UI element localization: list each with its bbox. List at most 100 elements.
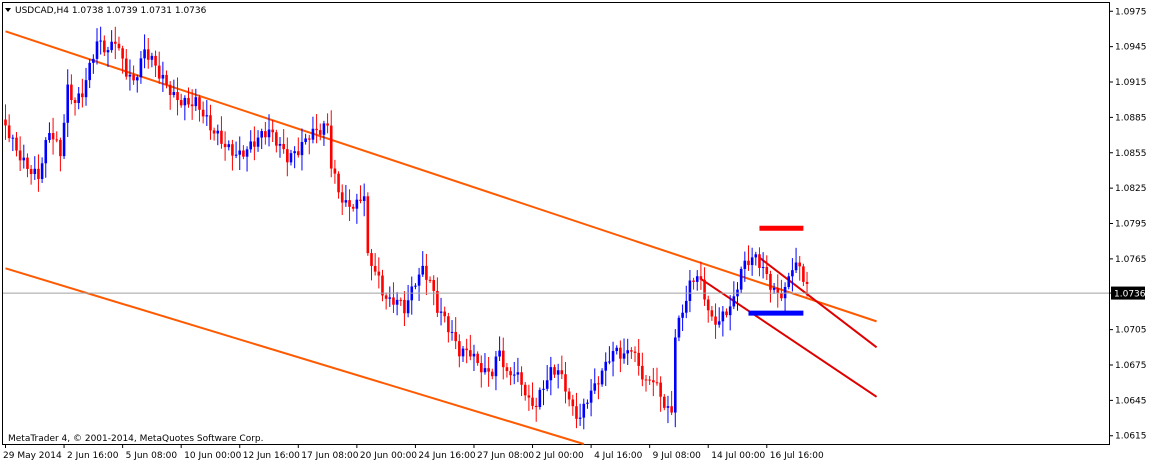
candle-body	[333, 168, 337, 174]
candle-body	[95, 41, 99, 59]
candle	[124, 49, 128, 80]
candle	[699, 261, 703, 290]
candle-body	[754, 254, 758, 258]
candle	[384, 292, 388, 310]
candle	[322, 120, 326, 146]
candle	[458, 334, 461, 368]
candle-body	[315, 128, 318, 131]
candle-body	[692, 280, 695, 282]
candle-body	[267, 129, 271, 138]
candle-body	[414, 285, 417, 287]
candle	[110, 30, 113, 53]
candle-body	[362, 196, 366, 201]
candle	[165, 70, 168, 89]
time-tick-label: 17 Jun 08:00	[301, 451, 358, 461]
candle	[183, 95, 187, 121]
candle-body	[425, 265, 428, 280]
candle-body	[666, 406, 670, 408]
candle	[725, 308, 728, 318]
candle	[161, 61, 165, 92]
candle-body	[198, 97, 201, 110]
candle-body	[677, 317, 681, 338]
candle-body	[483, 368, 487, 373]
candle	[641, 352, 644, 387]
trendline-channel-lower[interactable]	[5, 267, 585, 445]
candle-body	[447, 316, 450, 333]
candle	[487, 357, 490, 387]
candle	[549, 356, 553, 396]
candle-body	[165, 74, 168, 85]
plot-area[interactable]	[2, 2, 1110, 445]
candle-body	[586, 402, 589, 404]
candle	[242, 145, 245, 160]
candle-body	[340, 192, 344, 203]
candle-body	[55, 139, 59, 141]
candle	[106, 46, 110, 67]
candle-body	[157, 65, 161, 79]
candle-body	[256, 137, 260, 147]
candle	[70, 74, 73, 105]
trendline-inner-upper[interactable]	[758, 256, 878, 349]
candle	[721, 306, 725, 337]
candle	[560, 355, 564, 379]
candle-body	[293, 151, 296, 154]
candle-body	[29, 168, 33, 175]
candle	[212, 127, 216, 141]
candle	[520, 366, 523, 397]
candle-body	[622, 353, 626, 359]
candle-body	[201, 109, 205, 117]
candle	[139, 51, 143, 84]
time-tick-label: 20 Jun 00:00	[360, 451, 417, 461]
price-tick-label: 1.0795	[1115, 220, 1147, 230]
candle-body	[370, 253, 373, 266]
candle	[22, 144, 26, 169]
candle	[794, 247, 798, 274]
time-axis[interactable]: 29 May 2014 2 Jun 16:00 5 Jun 08:00 10 Jun …	[3, 444, 824, 461]
copyright-text: MetaTrader 4, © 2001-2014, MetaQuotes So…	[8, 434, 264, 444]
candle	[135, 74, 139, 93]
candle-body	[791, 270, 794, 277]
candle-body	[450, 331, 454, 333]
candle-body	[765, 267, 769, 275]
candle	[99, 26, 102, 55]
candle	[538, 387, 542, 410]
candle-body	[717, 321, 721, 325]
dropdown-arrow-icon[interactable]	[5, 8, 11, 12]
candle	[501, 337, 505, 380]
candle-body	[37, 168, 40, 180]
candle	[227, 140, 231, 151]
candle-body	[637, 352, 640, 366]
candle-body	[417, 274, 421, 286]
candle-body	[604, 361, 608, 371]
candle	[494, 350, 498, 391]
candle	[7, 114, 11, 143]
candle	[403, 291, 406, 327]
candle-body	[154, 55, 157, 66]
candle	[348, 189, 351, 221]
candle-body	[297, 151, 300, 156]
price-tick-label: 1.0705	[1115, 326, 1147, 336]
candle	[542, 380, 545, 406]
candle	[681, 304, 684, 332]
candle-body	[633, 351, 637, 353]
current-price-tag: 1.0736	[1111, 286, 1146, 300]
candle	[260, 128, 263, 150]
candle	[66, 69, 70, 137]
trendline-channel-upper[interactable]	[5, 30, 877, 323]
candle	[315, 114, 318, 144]
candle-body	[487, 368, 490, 372]
candle-body	[286, 149, 289, 163]
candle	[377, 257, 381, 289]
candle-body	[395, 299, 399, 305]
candles-layer	[4, 26, 809, 430]
candle-body	[641, 365, 644, 380]
candle	[190, 89, 194, 120]
price-axis[interactable]: 1.0975 1.0945 1.0915 1.0885 1.0855 1.0825 1.07…	[1109, 7, 1147, 442]
candle	[673, 329, 677, 428]
candle-body	[388, 297, 392, 299]
candle	[293, 146, 296, 169]
candle-body	[494, 356, 498, 377]
candle-body	[318, 130, 322, 135]
candle	[40, 157, 44, 184]
